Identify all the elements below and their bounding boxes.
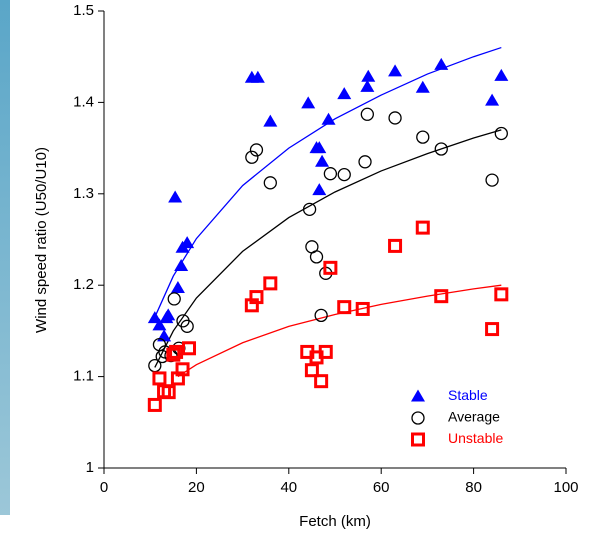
point bbox=[337, 167, 351, 182]
point bbox=[355, 301, 370, 316]
point bbox=[485, 93, 500, 106]
y-tick-label: 1 bbox=[86, 459, 94, 476]
point bbox=[388, 111, 402, 125]
fit-line bbox=[154, 129, 502, 368]
point bbox=[249, 290, 264, 305]
point bbox=[315, 154, 330, 167]
point bbox=[434, 142, 448, 156]
fit-line bbox=[154, 46, 502, 318]
point bbox=[434, 57, 449, 70]
point bbox=[167, 292, 181, 306]
point bbox=[494, 287, 509, 302]
point bbox=[312, 183, 327, 196]
x-tick-label: 20 bbox=[188, 479, 205, 496]
point bbox=[337, 87, 352, 100]
point bbox=[314, 374, 329, 389]
point bbox=[314, 308, 328, 323]
point bbox=[304, 363, 319, 378]
point bbox=[152, 318, 167, 331]
point bbox=[263, 276, 278, 291]
legend-marker bbox=[411, 389, 425, 402]
point bbox=[249, 143, 264, 157]
point bbox=[161, 385, 176, 400]
point bbox=[312, 141, 327, 154]
point bbox=[180, 319, 194, 333]
point bbox=[263, 114, 278, 127]
legend-label: Average bbox=[448, 409, 500, 425]
point bbox=[301, 96, 316, 109]
point bbox=[180, 236, 195, 249]
point bbox=[360, 79, 375, 92]
point bbox=[361, 69, 376, 82]
point bbox=[302, 202, 317, 216]
x-axis-label: Fetch (km) bbox=[299, 513, 371, 530]
point bbox=[388, 238, 403, 253]
point bbox=[175, 362, 190, 377]
x-tick-label: 60 bbox=[373, 479, 390, 496]
point bbox=[309, 250, 324, 264]
point bbox=[494, 126, 508, 141]
legend-label: Stable bbox=[448, 387, 488, 403]
point bbox=[174, 259, 189, 272]
point bbox=[337, 300, 352, 315]
point bbox=[416, 130, 430, 144]
side-strip bbox=[0, 0, 10, 515]
point bbox=[388, 64, 403, 77]
point bbox=[152, 371, 167, 386]
point bbox=[169, 344, 184, 359]
legend-marker bbox=[411, 432, 425, 447]
point bbox=[485, 322, 500, 337]
point bbox=[323, 167, 338, 181]
legend-label: Unstable bbox=[448, 430, 503, 446]
y-tick-label: 1.2 bbox=[73, 276, 94, 293]
point bbox=[168, 190, 183, 203]
point bbox=[358, 155, 372, 169]
point bbox=[182, 341, 197, 356]
y-tick-label: 1.3 bbox=[73, 185, 94, 202]
point bbox=[147, 397, 162, 412]
point bbox=[157, 329, 172, 342]
legend-marker bbox=[411, 411, 425, 425]
y-tick-label: 1.5 bbox=[73, 2, 94, 19]
y-tick-label: 1.4 bbox=[73, 93, 94, 110]
point bbox=[166, 347, 181, 362]
point bbox=[485, 173, 499, 187]
point bbox=[250, 70, 265, 83]
point bbox=[360, 107, 374, 121]
x-tick-label: 100 bbox=[553, 479, 578, 496]
point bbox=[321, 112, 336, 125]
point bbox=[170, 280, 185, 293]
point bbox=[318, 344, 333, 359]
point bbox=[147, 311, 162, 324]
x-tick-label: 0 bbox=[100, 479, 108, 496]
fit-line bbox=[177, 284, 502, 378]
point bbox=[263, 176, 277, 190]
point bbox=[494, 68, 509, 81]
point bbox=[323, 260, 338, 275]
point bbox=[415, 80, 430, 93]
point bbox=[161, 308, 176, 321]
point bbox=[245, 150, 259, 164]
point bbox=[434, 289, 449, 304]
point bbox=[415, 220, 430, 235]
y-axis-label: Wind speed ratio (U50/U10) bbox=[33, 147, 50, 333]
x-tick-label: 80 bbox=[465, 479, 482, 496]
y-tick-label: 1.1 bbox=[73, 368, 94, 385]
x-tick-label: 40 bbox=[280, 479, 297, 496]
